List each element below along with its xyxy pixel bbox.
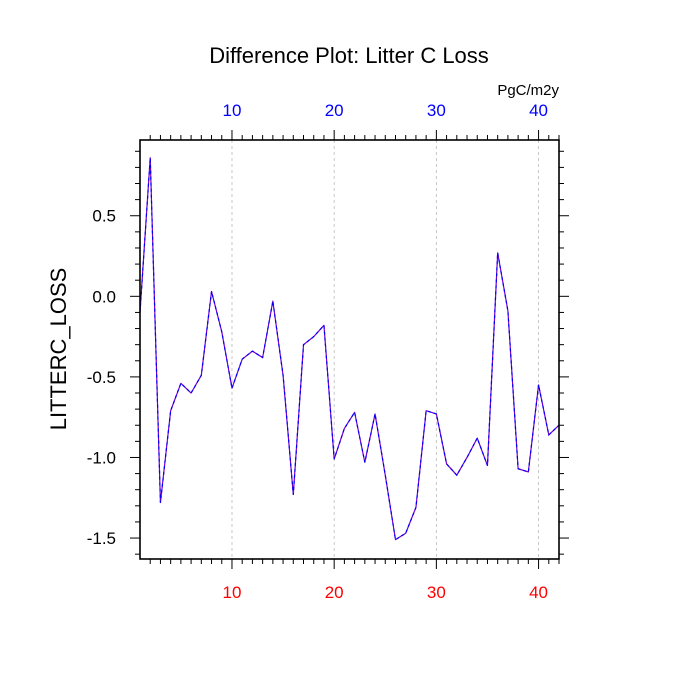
series-line (139, 157, 560, 541)
x-tick-label-bottom: 10 (223, 583, 242, 602)
y-axis-label: LITTERC_LOSS (46, 268, 71, 431)
plot-frame (139, 139, 560, 560)
x-tick-label-top: 40 (529, 101, 548, 120)
y-tick-label: -1.5 (87, 529, 116, 548)
grid-lines (231, 140, 539, 559)
x-tick-label-top: 10 (223, 101, 242, 120)
chart-title: Difference Plot: Litter C Loss (209, 43, 489, 68)
y-tick-label: -0.5 (87, 368, 116, 387)
axes: 10 10 20 20 30 30 40 40 -1.5 -1.0 -0.5 0.0 0.5 (87, 101, 569, 602)
series-line-dash (139, 157, 560, 541)
x-tick-label-bottom: 20 (325, 583, 344, 602)
x-tick-label-bottom: 40 (529, 583, 548, 602)
y-tick-label: 0.0 (92, 287, 116, 306)
y-tick-label: -1.0 (87, 448, 116, 467)
x-tick-label-top: 20 (325, 101, 344, 120)
x-tick-label-top: 30 (427, 101, 446, 120)
y-tick-label: 0.5 (92, 207, 116, 226)
units-label: PgC/m2y (497, 82, 559, 99)
x-tick-label-bottom: 30 (427, 583, 446, 602)
series-layer (139, 157, 560, 541)
